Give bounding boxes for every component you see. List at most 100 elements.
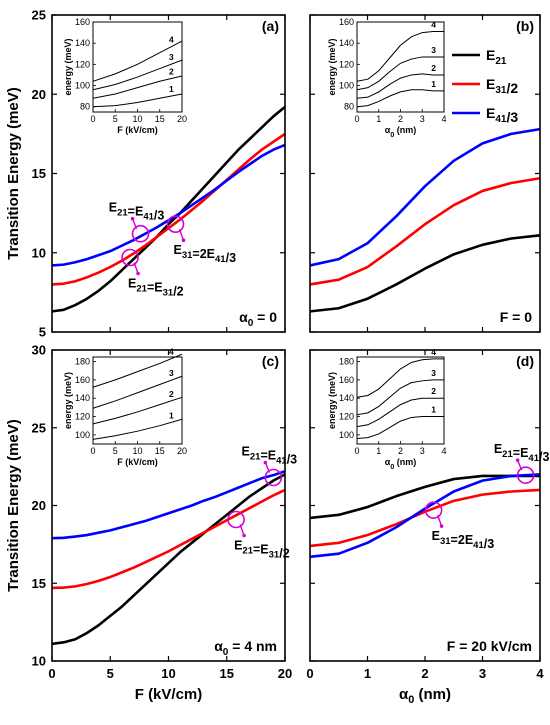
crossing-label: E21=E31/2 <box>234 538 290 560</box>
inset-x-tick-label: 3 <box>420 446 425 456</box>
x-tick-label: 3 <box>479 666 486 681</box>
panel-b: (b) F = 0 1 2 3 4 0 1 2 3 4 80 100 120 140 160 α0 (nm) en… <box>309 14 541 333</box>
inset-y-tick-label: 140 <box>339 38 354 48</box>
inset-line-label: 3 <box>431 368 436 378</box>
series-line-E21 <box>309 474 540 520</box>
inset-x-axis-label: F (kV/cm) <box>117 125 158 135</box>
crossing-arrow-head <box>263 460 268 465</box>
inset-x-tick-label: 2 <box>398 446 403 456</box>
inset-y-tick-label: 160 <box>339 375 354 385</box>
inset-line-label: 3 <box>169 52 174 62</box>
inset-x-tick-label: 10 <box>132 114 142 124</box>
inset-y-tick-label: 120 <box>75 412 90 422</box>
inset-line-label: 1 <box>431 405 436 415</box>
y-tick-label: 5 <box>39 325 46 340</box>
series-line-E21 <box>309 234 541 313</box>
inset-line-1 <box>356 89 444 108</box>
inset-y-tick-label: 120 <box>339 412 354 422</box>
inset-y-axis-label: energy (meV) <box>327 372 337 429</box>
crossing-arrow-head <box>515 458 520 462</box>
y-tick-label: 25 <box>32 8 46 23</box>
inset-line-label: 4 <box>169 35 174 45</box>
crossing-marker <box>166 215 185 234</box>
crossing-marker <box>264 468 283 487</box>
y-axis-label: Transition Energy (meV) <box>5 87 22 260</box>
series-line-E21 <box>51 473 286 646</box>
inset-line-label: 2 <box>169 67 174 77</box>
inset-y-tick-label: 140 <box>75 38 90 48</box>
inset-line-label: 2 <box>169 389 174 399</box>
crossing-arrow-head <box>439 524 444 528</box>
panel-tag: (c) <box>262 353 279 369</box>
series-line-E41/3 <box>309 127 541 267</box>
x-tick-label: 0 <box>306 666 313 681</box>
panel-condition: α0 = 0 <box>239 309 277 329</box>
inset-b: 1 2 3 4 0 1 2 3 4 80 100 120 140 160 α0 (nm) energy (me… <box>327 17 447 139</box>
series-line-E31/2 <box>309 176 541 286</box>
inset-y-tick-label: 180 <box>75 357 90 367</box>
y-tick-label: 10 <box>32 654 46 669</box>
inset-y-axis-label: energy (meV) <box>63 372 73 429</box>
inset-line-2 <box>356 397 444 428</box>
crossing-marker <box>227 510 245 529</box>
x-tick-label: 2 <box>421 666 428 681</box>
inset-line-4 <box>356 31 444 82</box>
panel-tag: (a) <box>262 18 279 34</box>
crossing-label: E21=E41/3 <box>109 201 165 223</box>
inset-line-label: 4 <box>169 347 174 357</box>
crossing-arrow <box>239 524 245 536</box>
x-axis-label: F (kV/cm) <box>135 686 203 703</box>
crossing-marker <box>131 224 150 243</box>
inset-y-tick-label: 160 <box>75 17 90 27</box>
inset-x-tick-label: 0 <box>354 114 359 124</box>
inset-x-tick-label: 5 <box>113 114 118 124</box>
crossing-marker <box>516 466 535 484</box>
panel-condition: F = 20 kV/cm <box>447 638 532 654</box>
inset-frame <box>356 356 445 445</box>
inset-line-label: 4 <box>431 20 436 30</box>
inset-line-4 <box>356 358 444 398</box>
inset-line-label: 3 <box>169 368 174 378</box>
inset-y-tick-label: 100 <box>339 81 354 91</box>
inset-y-tick-label: 120 <box>75 59 90 69</box>
y-tick-label: 10 <box>32 245 46 260</box>
inset-x-tick-label: 0 <box>354 446 359 456</box>
y-tick-label: 30 <box>32 343 46 358</box>
legend: E21 E31/2 E41/3 <box>452 47 518 125</box>
inset-y-tick-label: 100 <box>75 81 90 91</box>
series-line-E31/2 <box>51 488 286 590</box>
x-tick-label: 15 <box>220 666 234 681</box>
inset-x-tick-label: 15 <box>155 114 165 124</box>
inset-c: 1 2 3 4 0 5 10 15 20 100 120 140 160 180 F (kV/cm) ener… <box>63 347 187 467</box>
inset-x-tick-label: 1 <box>376 446 381 456</box>
y-axis-label: Transition Energy (meV) <box>5 419 22 592</box>
inset-x-tick-label: 20 <box>177 114 187 124</box>
inset-x-tick-label: 3 <box>420 114 425 124</box>
crossing-arrow-head <box>130 216 135 221</box>
inset-line-1 <box>92 418 183 440</box>
inset-y-tick-label: 100 <box>75 430 90 440</box>
crossing-label: E31=2E41/3 <box>432 529 495 551</box>
inset-line-label: 4 <box>431 347 436 357</box>
series-line-E31/2 <box>51 132 286 286</box>
inset-y-tick-label: 140 <box>339 393 354 403</box>
crossing-arrow-head <box>181 238 186 243</box>
panel-condition: α0 = 4 nm <box>214 638 277 658</box>
legend-label: E41/3 <box>486 105 518 125</box>
panel-tag: (b) <box>516 18 534 34</box>
inset-line-2 <box>92 75 183 99</box>
inset-line-3 <box>356 56 444 91</box>
inset-x-axis-label: α0 (nm) <box>385 125 416 139</box>
inset-x-tick-label: 20 <box>177 446 187 456</box>
legend-label: E21 <box>486 47 507 67</box>
panel-condition: F = 0 <box>500 309 533 325</box>
y-tick-label: 15 <box>32 576 46 591</box>
x-tick-label: 20 <box>278 666 292 681</box>
inset-line-1 <box>356 416 444 440</box>
inset-line-label: 1 <box>169 84 174 94</box>
crossing-arrow-head <box>242 533 246 538</box>
inset-y-tick-label: 80 <box>344 102 354 112</box>
